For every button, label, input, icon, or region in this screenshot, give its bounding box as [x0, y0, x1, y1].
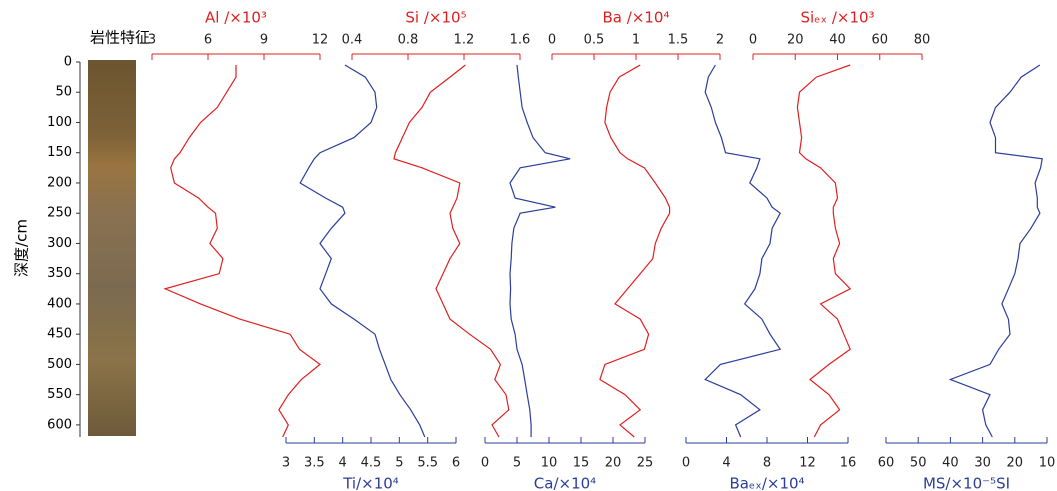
core-column: [88, 60, 136, 436]
depth-tick-label: 250: [47, 206, 72, 221]
profile-line: [599, 64, 671, 438]
profile-line: [299, 64, 426, 438]
x-tick-label: 0: [481, 456, 489, 471]
x-tick-label: 6: [452, 456, 460, 471]
x-tick-label: 10: [541, 456, 558, 471]
x-tick-label: 0: [749, 33, 757, 48]
x-tick-label: 16: [840, 456, 857, 471]
axis-title: Baₑₓ/×10⁴: [729, 475, 804, 491]
lithology-label: 岩性特征: [90, 29, 150, 47]
x-tick-label: 10: [1039, 456, 1056, 471]
x-tick-label: 0: [682, 456, 690, 471]
depth-tick-label: 600: [47, 417, 72, 432]
depth-tick-label: 400: [47, 296, 72, 311]
axis-title: Ba /×10⁴: [603, 9, 670, 27]
x-tick-label: 3.5: [304, 456, 325, 471]
x-tick-label: 1: [632, 33, 640, 48]
x-tick-label: 80: [914, 33, 931, 48]
x-tick-label: 12: [799, 456, 816, 471]
x-tick-label: 5.5: [417, 456, 438, 471]
x-tick-label: 5: [395, 456, 403, 471]
x-tick-label: 1.6: [510, 33, 531, 48]
x-tick-label: 2: [716, 33, 724, 48]
depth-tick-label: 0: [64, 55, 72, 70]
x-tick-label: 15: [573, 456, 590, 471]
x-tick-label: 1.2: [454, 33, 475, 48]
x-tick-label: 6: [204, 33, 212, 48]
axis-title: Ti/×10⁴: [342, 475, 399, 491]
depth-tick-label: 50: [55, 85, 72, 100]
profile-line: [509, 64, 571, 437]
x-tick-label: 3: [148, 33, 156, 48]
axis-title: Siₑₓ /×10³: [800, 9, 874, 27]
profile-line: [796, 64, 852, 438]
profile-line: [704, 64, 782, 438]
depth-tick-label: 500: [47, 357, 72, 372]
x-tick-label: 50: [910, 456, 927, 471]
x-tick-label: 0.5: [584, 33, 605, 48]
x-tick-label: 12: [312, 33, 329, 48]
x-tick-label: 0.8: [398, 33, 419, 48]
axis-title: MS/×10⁻⁵SI: [923, 475, 1010, 491]
x-tick-label: 30: [974, 456, 991, 471]
x-tick-label: 60: [878, 456, 895, 471]
x-tick-label: 0.4: [342, 33, 363, 48]
depth-label: 深度/cm: [13, 219, 31, 277]
depth-tick-label: 100: [47, 115, 72, 130]
profile-line: [948, 64, 1043, 438]
axis-title: Ca/×10⁴: [534, 475, 596, 491]
x-tick-label: 25: [637, 456, 654, 471]
depth-tick-label: 150: [47, 145, 72, 160]
x-tick-label: 20: [605, 456, 622, 471]
depth-tick-label: 200: [47, 175, 72, 190]
depth-tick-label: 550: [47, 387, 72, 402]
x-tick-label: 5: [513, 456, 521, 471]
x-tick-label: 0: [548, 33, 556, 48]
x-tick-label: 3: [282, 456, 290, 471]
x-tick-label: 8: [763, 456, 771, 471]
x-tick-label: 1.5: [668, 33, 689, 48]
profile-line: [393, 64, 510, 438]
x-tick-label: 9: [260, 33, 268, 48]
x-tick-label: 4.5: [361, 456, 382, 471]
axis-title: Si /×10⁵: [405, 9, 466, 27]
depth-tick-label: 300: [47, 236, 72, 251]
depth-tick-label: 450: [47, 327, 72, 342]
x-tick-label: 20: [1007, 456, 1024, 471]
x-tick-label: 40: [942, 456, 959, 471]
x-tick-label: 4: [339, 456, 347, 471]
profile-line: [163, 65, 321, 438]
x-tick-label: 20: [787, 33, 804, 48]
x-tick-label: 60: [871, 33, 888, 48]
x-tick-label: 4: [722, 456, 730, 471]
x-tick-label: 40: [829, 33, 846, 48]
depth-tick-label: 350: [47, 266, 72, 281]
axis-title: Al /×10³: [205, 9, 267, 27]
